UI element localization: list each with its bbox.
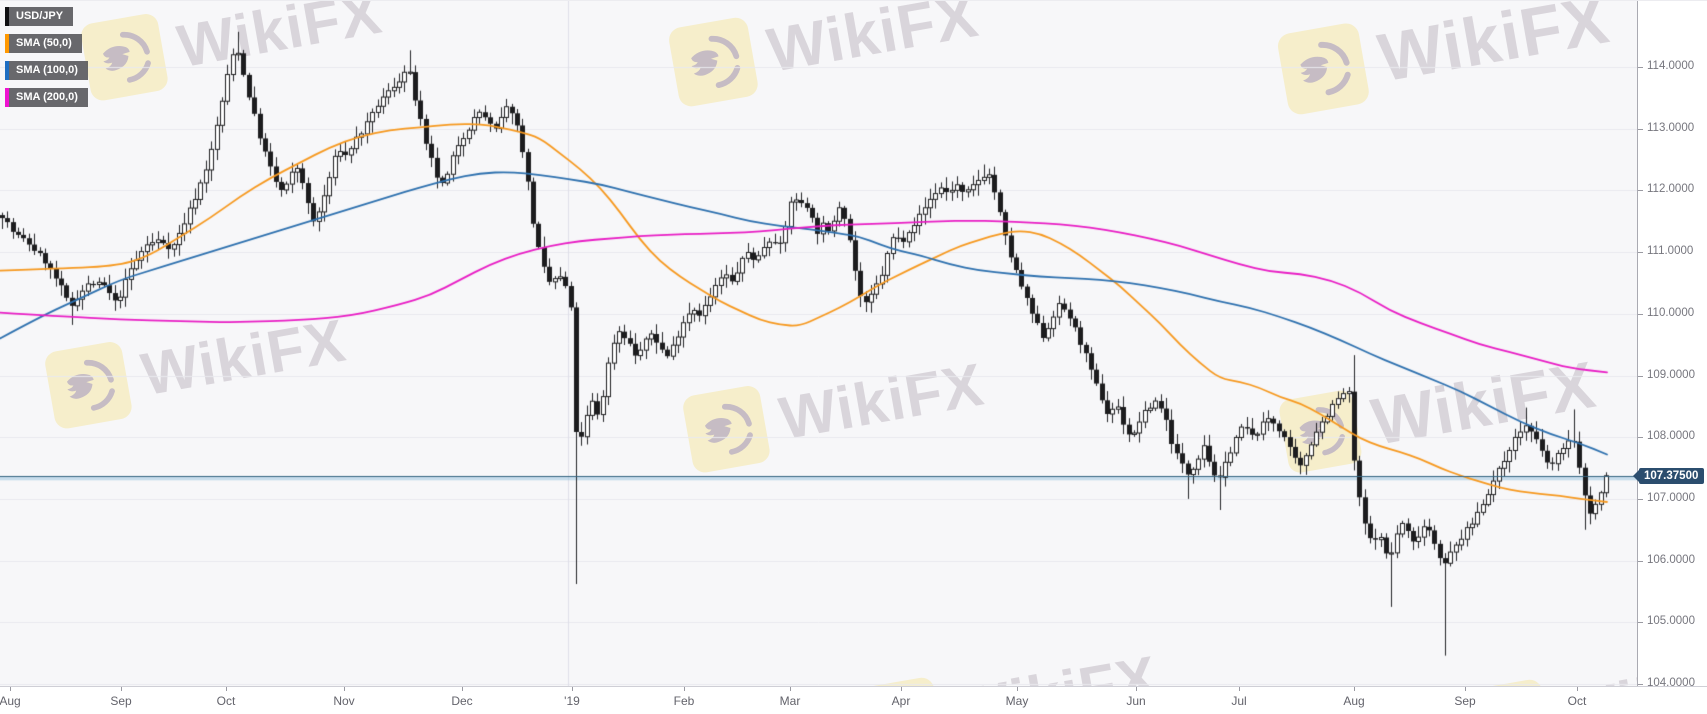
time-axis-tick [1136, 687, 1137, 691]
price-axis-label: 108.0000 [1647, 430, 1695, 442]
last-price-value: 107.37500 [1644, 470, 1699, 482]
time-axis-label: Apr [891, 694, 911, 708]
time-axis-label: '19 [564, 694, 580, 708]
time-axis-label: Oct [1567, 694, 1587, 708]
price-arrow-icon [1633, 470, 1639, 482]
price-axis-tick [1638, 561, 1643, 562]
price-axis-tick [1638, 622, 1643, 623]
time-axis-label: Sep [1454, 694, 1476, 708]
sma200-label: SMA (200,0) [9, 88, 88, 107]
time-axis[interactable]: Aug Sep Oct Nov Dec '19 Feb Mar Apr May Jun Jul Aug S… [0, 686, 1707, 714]
price-axis-tick [1638, 252, 1643, 253]
price-axis-tick [1638, 67, 1643, 68]
sma100-accent-bar [5, 61, 9, 80]
legend-item-sma100[interactable]: SMA (100,0) [5, 61, 88, 80]
price-axis-label: 112.0000 [1647, 183, 1695, 195]
chart-plot-area[interactable]: WikiFXWikiFXWikiFXWikiFXWikiFXWikiFXWiki… [0, 1, 1637, 686]
price-axis-label: 105.0000 [1647, 615, 1695, 627]
price-axis-tick [1638, 684, 1643, 685]
last-price-label: 107.37500 [1633, 468, 1705, 484]
price-axis-label: 109.0000 [1647, 369, 1695, 381]
time-axis-tick [1577, 687, 1578, 691]
time-axis-tick [1239, 687, 1240, 691]
chart-legend: USD/JPY SMA (50,0) SMA (100,0) SMA (200,… [5, 7, 88, 107]
time-axis-label: Sep [110, 694, 132, 708]
time-axis-tick [462, 687, 463, 691]
time-axis-tick [10, 687, 11, 691]
time-axis-tick [572, 687, 573, 691]
price-axis-tick [1638, 190, 1643, 191]
time-axis-label: Mar [779, 694, 801, 708]
price-axis-label: 111.0000 [1647, 245, 1694, 257]
time-axis-label: Feb [673, 694, 695, 708]
price-axis[interactable]: 104.0000 105.0000 106.0000 107.0000 108.0000… [1637, 1, 1707, 689]
sma50-accent-bar [5, 34, 9, 53]
time-axis-label: Jul [1231, 694, 1247, 708]
time-axis-tick [901, 687, 902, 691]
time-axis-tick [1465, 687, 1466, 691]
price-axis-label: 107.0000 [1647, 492, 1695, 504]
legend-item-sma50[interactable]: SMA (50,0) [5, 34, 88, 53]
price-axis-tick [1638, 129, 1643, 130]
price-axis-tick [1638, 376, 1643, 377]
time-axis-label: May [1005, 694, 1029, 708]
price-axis-label: 106.0000 [1647, 554, 1695, 566]
time-axis-tick [344, 687, 345, 691]
sma100-label: SMA (100,0) [9, 61, 88, 80]
time-axis-tick [121, 687, 122, 691]
price-axis-tick [1638, 499, 1643, 500]
symbol-accent-bar [5, 7, 9, 26]
time-axis-tick [1017, 687, 1018, 691]
time-axis-tick [226, 687, 227, 691]
time-axis-tick [790, 687, 791, 691]
price-axis-tick [1638, 437, 1643, 438]
price-chart-canvas[interactable] [0, 1, 1637, 686]
time-axis-label: Nov [333, 694, 355, 708]
price-axis-tick [1638, 314, 1643, 315]
price-axis-label: 113.0000 [1647, 122, 1695, 134]
time-axis-label: Jun [1126, 694, 1146, 708]
sma50-label: SMA (50,0) [9, 34, 82, 53]
time-axis-tick [1354, 687, 1355, 691]
price-axis-label: 110.0000 [1647, 307, 1695, 319]
time-axis-label: Oct [216, 694, 236, 708]
sma200-accent-bar [5, 88, 9, 107]
time-axis-tick [684, 687, 685, 691]
time-axis-label: Aug [1343, 694, 1365, 708]
symbol-label: USD/JPY [9, 7, 74, 26]
price-axis-label: 114.0000 [1647, 60, 1695, 72]
time-axis-label: Aug [0, 694, 21, 708]
legend-item-sma200[interactable]: SMA (200,0) [5, 88, 88, 107]
legend-item-symbol[interactable]: USD/JPY [5, 7, 88, 26]
time-axis-label: Dec [451, 694, 473, 708]
